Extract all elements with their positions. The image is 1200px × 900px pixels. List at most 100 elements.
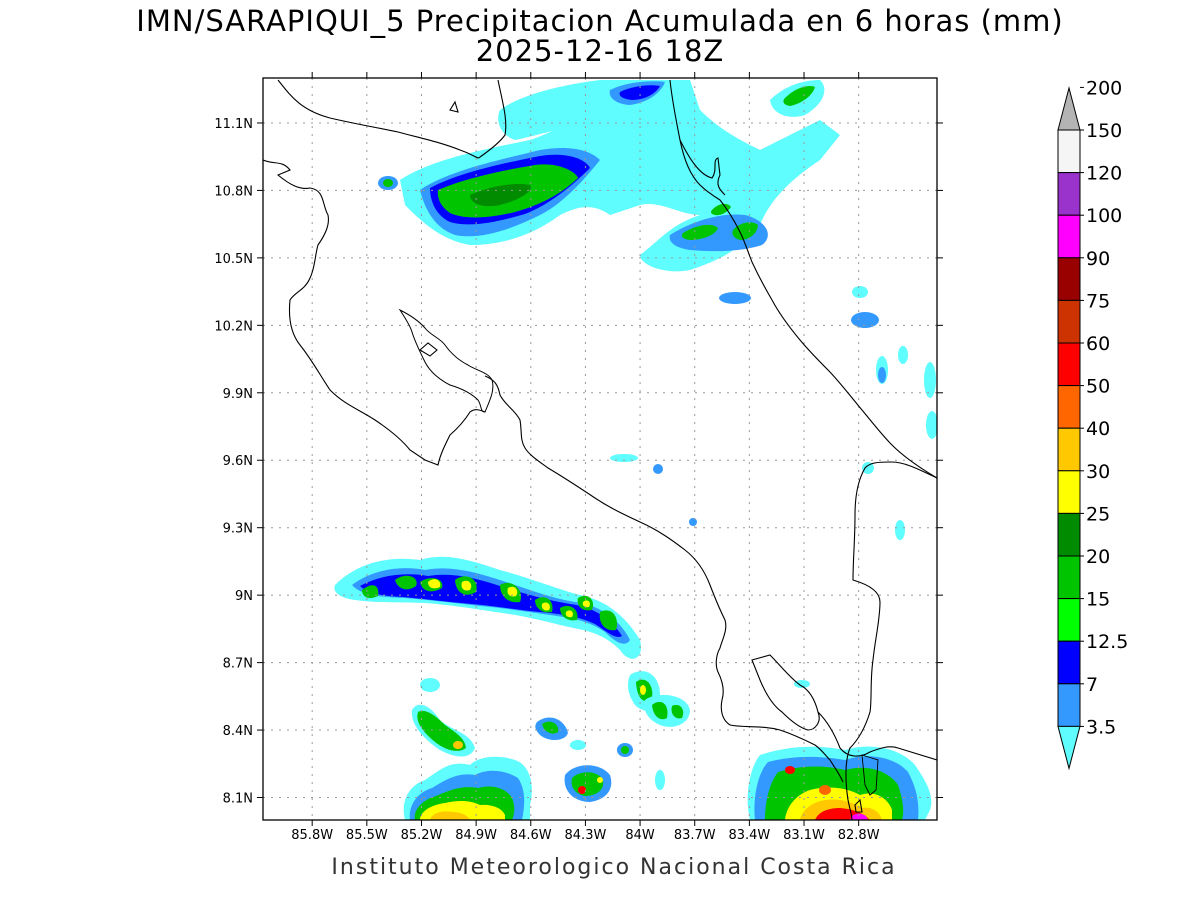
rain-blob-small-10 xyxy=(610,454,638,462)
colorbar-swatch xyxy=(1057,299,1081,344)
colorbar-label: 15 xyxy=(1086,589,1110,611)
rain-blob-small-6 xyxy=(924,362,936,398)
colorbar-label: 50 xyxy=(1086,376,1110,398)
map-datetime: 2025-12-16 18Z xyxy=(475,34,725,68)
rain-blob-sw-mid-60 xyxy=(578,786,586,794)
lon-tick-label: 83.1W xyxy=(783,828,825,843)
coastlines-borders xyxy=(263,79,937,820)
rain-blob-ne-top-7 xyxy=(783,86,815,106)
lat-tick-label: 9.3N xyxy=(223,522,253,537)
rain-blob-small-4-7 xyxy=(878,367,886,383)
colorbar-label: 60 xyxy=(1086,333,1110,355)
rain-blob-se-hotspot-2 xyxy=(819,785,831,795)
rain-blob-pacific-band-30 xyxy=(428,579,590,618)
lon-tick-label: 85.2W xyxy=(401,828,443,843)
grid-lines xyxy=(263,78,937,820)
lon-tick-label: 85.5W xyxy=(346,828,388,843)
colorbar-label: 120 xyxy=(1086,163,1122,185)
colorbar-label: 200 xyxy=(1086,77,1122,99)
rain-blob-caribbean-cell-2 xyxy=(732,222,758,240)
map-frame xyxy=(262,77,938,821)
lat-tick-label: 9.6N xyxy=(223,454,253,469)
lon-tick-label: 84.3W xyxy=(565,828,607,843)
colorbar-swatch xyxy=(1057,512,1081,557)
colorbar-label: 20 xyxy=(1086,546,1110,568)
rain-blob-caribbean-cell-3 xyxy=(711,203,731,216)
colorbar-swatch xyxy=(1057,342,1081,387)
rain-blob-central-e xyxy=(570,740,586,750)
colorbar-label: 3.5 xyxy=(1086,716,1116,738)
latitude-axis: 8.1N 8.4N 8.7N 9N 9.3N 9.6N 9.9N 10.2N 10.5N 10.8… xyxy=(214,117,943,807)
lon-tick-label: 83.4W xyxy=(728,828,770,843)
colorbar-min-triangle xyxy=(1057,725,1081,771)
rain-blob-central-d-15 xyxy=(621,746,629,754)
colorbar-swatch xyxy=(1057,172,1081,216)
rain-blob-central-a-30 xyxy=(640,685,646,695)
rain-blob-sw-upper-15 xyxy=(417,710,466,751)
lat-tick-label: 11.1N xyxy=(214,117,253,132)
rain-blob-small-1-green xyxy=(383,179,393,187)
lon-tick-label: 83.7W xyxy=(674,828,716,843)
colorbar-label: 25 xyxy=(1086,503,1110,525)
rain-blob-north-band-20 xyxy=(470,184,531,207)
lon-tick-label: 84.6W xyxy=(510,828,552,843)
lat-tick-label: 9.9N xyxy=(223,387,253,402)
institution-credit: Instituto Meteorologico Nacional Costa R… xyxy=(331,855,897,880)
map-title: IMN/SARAPIQUI_5 Precipitacion Acumulada … xyxy=(136,4,1064,38)
colorbar-label: 90 xyxy=(1086,248,1110,270)
rain-blob-small-8 xyxy=(852,286,868,298)
rain-blob-sw-upper-30 xyxy=(453,741,463,749)
colorbar-label: 75 xyxy=(1086,290,1110,312)
lon-tick-label: 84.9W xyxy=(455,828,497,843)
rain-blob-small-3 xyxy=(851,312,879,328)
longitude-axis: 85.8W 85.5W 85.2W 84.9W 84.6W 84.3W 84W 83.7W 83… xyxy=(291,72,880,843)
rain-blob-small-5 xyxy=(898,346,908,364)
rain-blob-se-cluster-120 xyxy=(850,813,868,820)
colorbar-swatch xyxy=(1057,427,1081,472)
colorbar-swatch xyxy=(1057,683,1081,727)
lat-tick-label: 8.4N xyxy=(223,724,253,739)
colorbar-swatch xyxy=(1057,640,1081,685)
colorbar-swatch xyxy=(1057,257,1081,301)
precipitation-field xyxy=(334,80,937,820)
rain-blob-small-12 xyxy=(895,520,905,540)
rain-blob-small-11 xyxy=(689,518,697,526)
lon-tick-label: 84W xyxy=(625,828,655,843)
rain-blob-central-b-7 xyxy=(652,701,684,720)
lat-tick-label: 9N xyxy=(235,589,253,604)
colorbar-max-triangle xyxy=(1057,86,1081,131)
colorbar-label: 30 xyxy=(1086,461,1110,483)
colorbar-swatch xyxy=(1057,129,1081,174)
rain-blob-nw-upper-12 xyxy=(619,85,660,100)
rain-blob-central-g xyxy=(655,770,665,790)
colorbar-swatch xyxy=(1057,385,1081,429)
colorbar-swatch xyxy=(1057,214,1081,259)
colorbar-legend: 3.5 7 12.5 15 20 25 30 40 50 60 75 90 100 120 150 200 xyxy=(1057,77,1128,771)
rain-blob-central-f xyxy=(420,678,440,692)
lat-tick-label: 10.5N xyxy=(214,252,253,267)
rain-blob-pacific-band-15 xyxy=(362,575,618,631)
colorbar-swatch xyxy=(1057,598,1081,642)
colorbar-label: 7 xyxy=(1086,674,1098,696)
lat-tick-label: 10.8N xyxy=(214,184,253,199)
colorbar-swatch xyxy=(1057,470,1081,514)
rain-blob-small-14 xyxy=(794,680,810,688)
rain-blob-sw-mid-30 xyxy=(597,777,603,783)
colorbar-label: 100 xyxy=(1086,205,1122,227)
colorbar-label: 12.5 xyxy=(1086,631,1128,653)
colorbar-label: 40 xyxy=(1086,418,1110,440)
rain-blob-caribbean-cells-green xyxy=(681,224,718,240)
rain-blob-se-hotspot xyxy=(785,766,795,774)
lon-tick-label: 85.8W xyxy=(291,828,333,843)
rain-blob-sw-cluster-40 xyxy=(430,811,470,820)
colorbar-label: 150 xyxy=(1086,120,1122,142)
lat-tick-label: 10.2N xyxy=(214,319,253,334)
colorbar-swatch xyxy=(1057,555,1081,600)
rain-blob-small-9 xyxy=(653,464,663,474)
rain-blob-small-2 xyxy=(719,292,751,304)
rain-blob-small-7 xyxy=(926,411,937,439)
lat-tick-label: 8.1N xyxy=(223,792,253,807)
rain-blob-small-13 xyxy=(862,462,874,474)
rain-blob-central-c-15 xyxy=(542,721,559,734)
